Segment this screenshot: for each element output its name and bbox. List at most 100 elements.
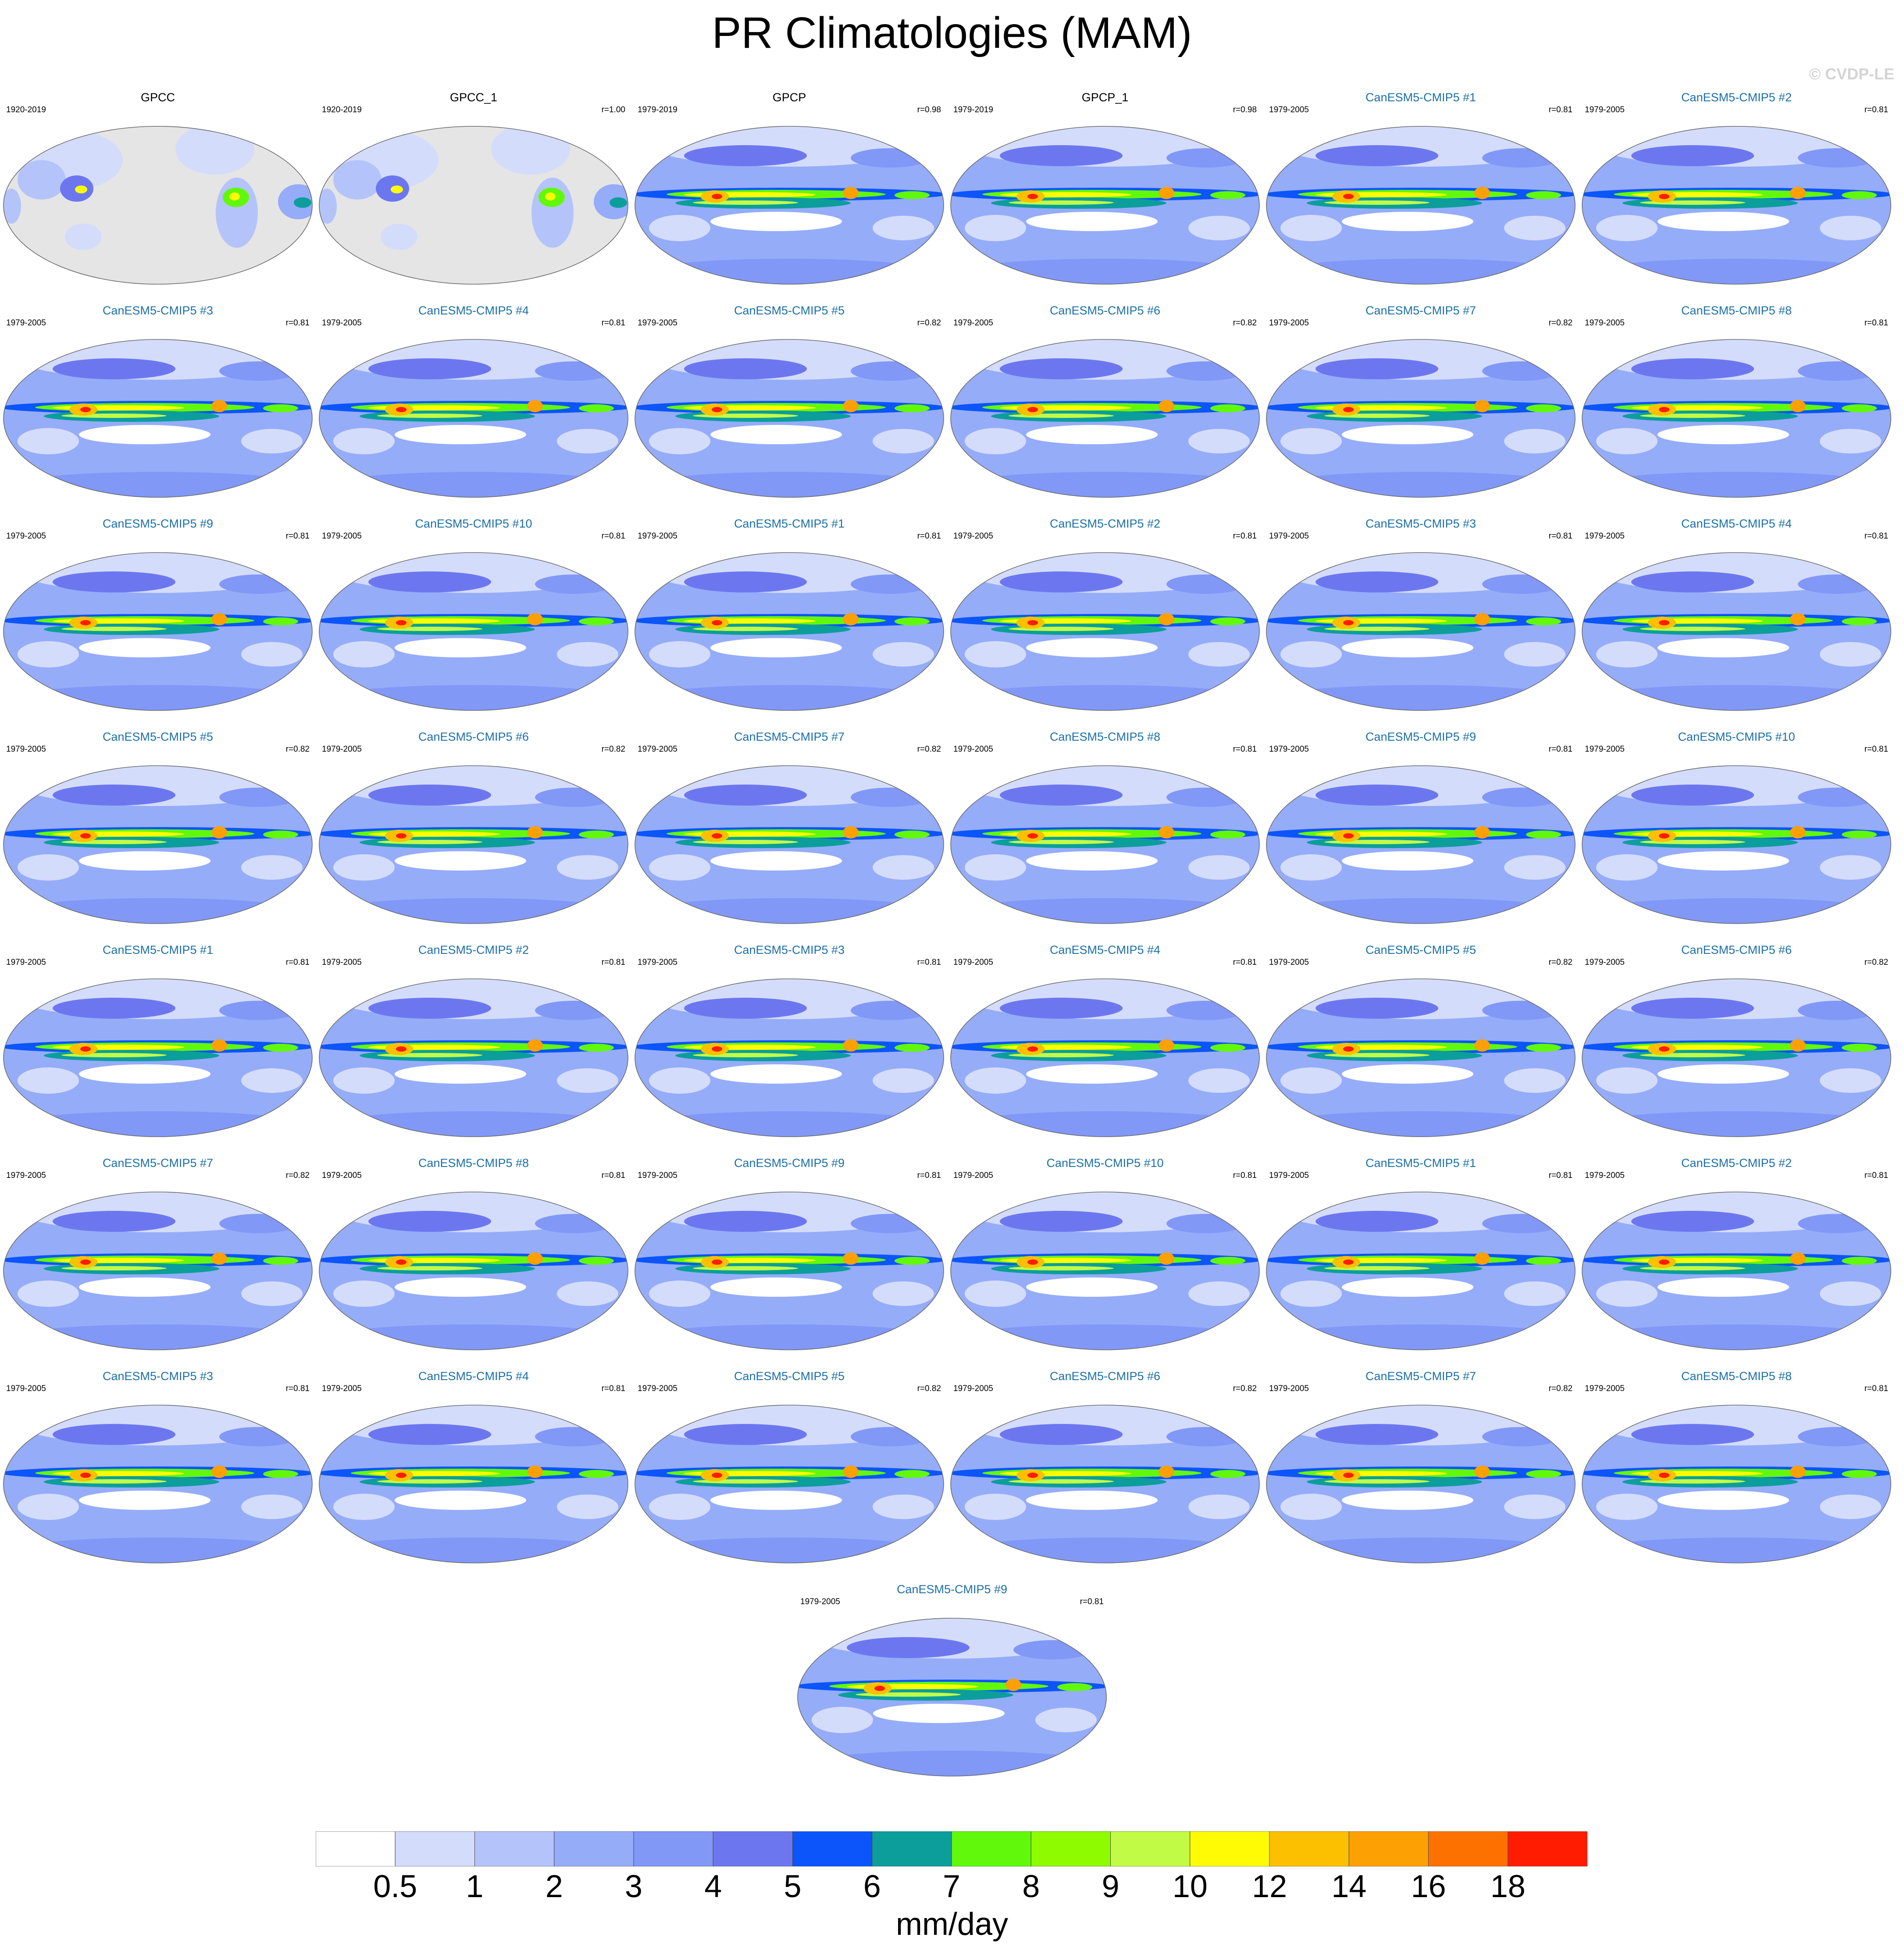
precip-south-atlantic-dry (1504, 855, 1565, 880)
precip-amazon-max (1005, 1679, 1021, 1691)
land-precip-maritime-max (75, 186, 87, 193)
map-outline (3, 1192, 313, 1350)
precip-north-atlantic-storm-track (1482, 361, 1561, 381)
colorbar-units-label: mm/day (895, 1907, 1009, 1942)
precip-atlantic-itcz (1210, 1044, 1245, 1052)
precip-north-pacific-storm-track (1631, 145, 1754, 166)
precip-atlantic-itcz (1210, 831, 1245, 838)
precip-atlantic-itcz (1210, 617, 1245, 625)
precip-north-pacific-storm-track (684, 998, 807, 1019)
colorbar-tick-label: 0.5 (373, 1869, 417, 1904)
precip-indian-ocean-dry (965, 1067, 1026, 1094)
precip-south-atlantic-dry (241, 429, 303, 453)
precip-amazon-max (527, 1252, 543, 1265)
map-panel: GPCP_1 1979-2019 r=0.98 (947, 88, 1263, 301)
panel-period: 1979-2005 (1585, 532, 1625, 541)
precip-south-atlantic-dry (557, 1068, 618, 1093)
precip-warm-pool-peak (80, 1046, 91, 1052)
panel-period: 1979-2005 (1269, 1384, 1309, 1393)
map-outline (3, 126, 313, 285)
precip-north-atlantic-storm-track (535, 1214, 614, 1233)
precip-south-atlantic-dry (873, 1281, 934, 1306)
precip-amazon-max (843, 1466, 859, 1478)
panel-period: 1979-2005 (638, 958, 677, 967)
precip-warm-pool-peak (396, 1046, 406, 1052)
land-precip-congo (610, 197, 627, 208)
panel-period: 1979-2005 (1269, 105, 1309, 114)
precip-southern-ocean (960, 1538, 1250, 1563)
panel-pattern-correlation: r=0.81 (285, 958, 310, 967)
colorbar-tick-label: 6 (863, 1869, 881, 1904)
precip-indian-ocean-dry (1280, 641, 1342, 667)
precip-south-atlantic-dry (1504, 1495, 1565, 1519)
panel-title: CanESM5-CMIP5 #10 (1678, 730, 1795, 743)
map-panel: CanESM5-CMIP5 #8 1979-2005 r=0.81 (1579, 1366, 1894, 1580)
land-precip-north-america (491, 126, 570, 175)
map-panel: CanESM5-CMIP5 #8 1979-2005 r=0.81 (947, 727, 1263, 940)
precip-south-atlantic-dry (1504, 429, 1565, 453)
precip-amazon-max (211, 826, 227, 838)
precip-amazon-max (1790, 1466, 1806, 1478)
precip-southeast-pacific-dry (1026, 1277, 1158, 1297)
precip-southern-ocean (645, 1111, 934, 1137)
precip-north-atlantic-storm-track (1482, 1001, 1561, 1020)
precip-atlantic-itcz (263, 1257, 298, 1265)
panel-pattern-correlation: r=0.82 (601, 745, 625, 754)
panel-period: 1979-2005 (953, 745, 993, 754)
precip-atlantic-itcz (1526, 1257, 1561, 1265)
precip-southeast-pacific-dry (710, 851, 842, 871)
precip-warm-pool-peak (396, 1473, 406, 1478)
land-precip-amazon-max (229, 193, 240, 200)
map-outline (950, 978, 1260, 1137)
map-outline (1582, 765, 1891, 924)
map-panel: GPCP 1979-2019 r=0.98 (631, 88, 947, 301)
precip-atlantic-itcz (1210, 191, 1245, 199)
precip-atlantic-itcz (1526, 617, 1561, 625)
precip-warm-pool-peak (1659, 620, 1669, 625)
precip-north-pacific-storm-track (1316, 571, 1438, 592)
precip-south-atlantic-dry (557, 1281, 618, 1306)
colorbar-tick-label: 5 (784, 1869, 802, 1904)
precip-north-atlantic-storm-track (535, 1427, 614, 1446)
precip-south-atlantic-dry (1188, 216, 1250, 240)
map-outline (1582, 1405, 1891, 1563)
precip-atlantic-itcz (895, 1044, 930, 1052)
map-outline (950, 765, 1260, 924)
precip-north-pacific-storm-track (1631, 1211, 1754, 1232)
precip-south-atlantic-dry (1504, 216, 1565, 240)
panel-title: CanESM5-CMIP5 #6 (1049, 1370, 1161, 1383)
map-panel: CanESM5-CMIP5 #4 1979-2005 r=0.81 (1579, 514, 1894, 727)
precip-southern-ocean (329, 1324, 618, 1350)
precip-indian-ocean-dry (965, 1281, 1026, 1307)
precip-warm-pool-peak (712, 1046, 722, 1052)
precip-atlantic-itcz (1210, 1470, 1245, 1478)
precipitation-map (319, 339, 628, 498)
precip-amazon-max (211, 1252, 227, 1265)
precip-north-pacific-storm-track (53, 1211, 175, 1232)
precip-north-atlantic-storm-track (219, 1427, 298, 1446)
precip-southern-ocean (645, 472, 934, 497)
precip-north-atlantic-storm-track (1482, 788, 1561, 807)
panel-title: CanESM5-CMIP5 #5 (734, 1370, 845, 1383)
panel-title: CanESM5-CMIP5 #3 (102, 304, 214, 317)
precip-southern-ocean (960, 259, 1250, 284)
precip-north-pacific-storm-track (1316, 1211, 1438, 1232)
precip-indian-ocean-dry (649, 854, 710, 881)
precip-north-atlantic-storm-track (1166, 1214, 1245, 1233)
panel-pattern-correlation: r=0.81 (285, 318, 310, 328)
map-outline (319, 126, 628, 285)
panel-title: CanESM5-CMIP5 #6 (1681, 943, 1792, 956)
precip-north-atlantic-storm-track (1482, 148, 1561, 168)
precip-southeast-pacific-dry (1342, 851, 1473, 871)
panel-pattern-correlation: r=0.81 (1864, 1171, 1888, 1180)
panel-pattern-correlation: r=0.82 (1548, 1384, 1572, 1393)
precip-southern-ocean (645, 685, 934, 710)
precipitation-map (319, 552, 628, 711)
panel-title: CanESM5-CMIP5 #10 (415, 517, 532, 530)
precip-north-pacific-storm-track (1316, 998, 1438, 1019)
panel-title: CanESM5-CMIP5 #5 (1365, 943, 1476, 956)
precip-south-atlantic-dry (1188, 855, 1250, 880)
land-precip-australia (65, 224, 102, 250)
precip-warm-pool-peak (1659, 1259, 1669, 1265)
precip-amazon-max (1474, 826, 1490, 838)
